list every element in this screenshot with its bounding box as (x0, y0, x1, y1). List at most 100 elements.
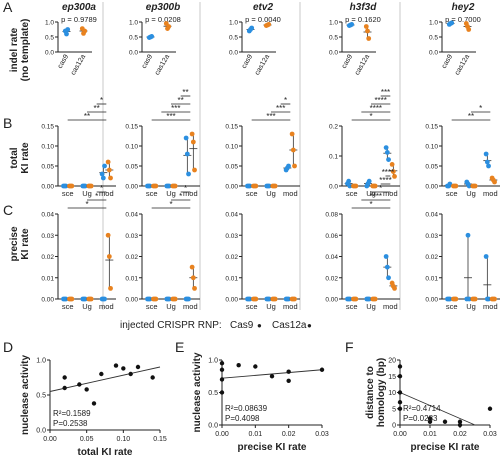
data-point (457, 419, 463, 424)
data-point-cas12a (153, 183, 159, 189)
data-point (286, 378, 291, 383)
y-tick-label: 0.04 (425, 212, 438, 219)
chart-D-15: 0.0 0.5 1.0 0.00 0.05 0.10 0.15 total KI rate nu… (20, 355, 167, 458)
row-label-line: precise (9, 226, 20, 261)
y-tick-label: 0.5 (329, 35, 338, 42)
data-point-cas9 (386, 275, 391, 281)
data-point-cas12a (172, 296, 178, 302)
y-tick-label: 0.04 (325, 254, 338, 261)
chart-E-16: 0.0 0.5 1.0 0.00 0.01 0.02 0.03 precise KI rate… (192, 352, 329, 453)
y-tick-label: 0.03 (425, 233, 438, 240)
legend-cas12a-dot: ● (307, 321, 312, 330)
data-point-cas12a (190, 139, 196, 145)
data-point-cas12a (292, 163, 297, 169)
data-point-cas9 (366, 296, 372, 302)
y-tick-label: 0.10 (225, 144, 238, 151)
row-label-A: indel rate(no template) (9, 19, 31, 82)
data-point-cas9 (82, 296, 88, 302)
data-point (219, 377, 225, 382)
category-label: sce (62, 189, 74, 198)
y-tick-label: 0.2 (329, 124, 338, 131)
chart-A-ep300b: 0.0 0.5 1.0 ep300b p = 0.0208 cas9 cas12a (129, 2, 181, 77)
significance-label: * (95, 192, 98, 201)
p-value: P=0.4098 (225, 414, 260, 423)
y-tick-label: 0.5 (45, 35, 54, 42)
significance-label: * (369, 112, 372, 121)
category-label: sce (346, 189, 358, 198)
data-point-cas12a (389, 162, 395, 167)
y-tick-label: 0.15 (125, 124, 138, 131)
data-point (77, 382, 82, 387)
x-tick-label: 0.02 (282, 431, 296, 438)
data-point-cas9 (486, 163, 491, 169)
data-point-cas9 (383, 254, 389, 259)
row-label-line: KI rate (20, 142, 31, 174)
significance-label: *** (276, 104, 285, 113)
data-point-cas12a (290, 147, 296, 153)
row-labels: indel rate(no template)totalKI ratepreci… (9, 19, 31, 262)
y-axis-label: nuclease activity (192, 352, 203, 432)
significance-label: * (85, 200, 88, 209)
y-axis-label-line: nuclease activity (192, 352, 203, 432)
data-point (253, 364, 258, 369)
category-label: Ug (266, 189, 276, 198)
data-point-cas12a (366, 36, 372, 41)
y-tick-label: 0.0 (429, 50, 438, 57)
category-label: sce (246, 302, 258, 311)
data-point-cas12a (353, 183, 359, 189)
data-point-cas12a (453, 296, 459, 302)
panel-letter-A: A (3, 0, 13, 15)
chart-A-h3f3d: 0.0 0.5 1.0 h3f3d p = 0.1620 cas9 cas12a (329, 2, 381, 77)
y-tick-label: 0.05 (41, 164, 54, 171)
data-point-cas9 (466, 183, 472, 189)
y-tick-label: 0.02 (425, 254, 438, 261)
significance-label: ** (84, 112, 90, 121)
row-label-C: preciseKI rate (9, 226, 31, 261)
p-value: p = 0.0208 (145, 15, 181, 24)
y-tick-label: 15 (388, 374, 396, 381)
y-tick-label: 0.03 (125, 233, 138, 240)
y-tick-label: 0 (392, 423, 396, 430)
significance-label: * (284, 96, 287, 105)
category-label: Ug (366, 302, 376, 311)
data-point (397, 390, 403, 395)
x-tick-label: 0.01 (249, 431, 263, 438)
category-label: sce (146, 189, 158, 198)
x-tick-label: 0.10 (117, 436, 131, 443)
y-tick-label: 0.0 (45, 50, 54, 57)
x-tick-label: 0.00 (215, 431, 229, 438)
y-tick-label: 0.00 (425, 184, 438, 191)
data-point-cas9 (465, 232, 471, 238)
x-tick-label: 0.03 (315, 431, 329, 438)
data-point (135, 364, 141, 370)
data-point-cas12a (253, 296, 259, 302)
fit-line (49, 366, 161, 392)
legend-cas9-dot: ● (257, 321, 262, 330)
category-label: Ug (266, 302, 276, 311)
y-tick-label: 0.00 (325, 297, 338, 304)
y-axis-label: nuclease activity (20, 355, 31, 435)
y-tick-label: 0.02 (325, 275, 338, 282)
data-point-cas9 (486, 296, 491, 302)
y-tick-label: 0.15 (41, 124, 54, 131)
panel-letter-B: B (3, 115, 12, 131)
r-squared: R²=0.08639 (225, 404, 268, 413)
data-point (84, 387, 89, 392)
y-tick-label: 1.0 (208, 358, 218, 365)
data-point-cas12a (390, 169, 396, 175)
data-point-cas12a (453, 183, 459, 189)
data-point (286, 369, 291, 374)
category-label: cas9 (441, 53, 455, 69)
r-squared: R²=0.1589 (53, 409, 91, 418)
y-tick-label: 0.02 (125, 254, 138, 261)
significance-label: **** (374, 96, 386, 105)
chart-title: h3f3d (350, 2, 378, 13)
category-label: mod (383, 302, 398, 311)
y-axis-label: distance tohomology (bp) (365, 358, 387, 427)
panel-letters: A B C D E F (3, 0, 354, 355)
y-tick-label: 0.05 (125, 164, 138, 171)
data-point-cas12a (192, 285, 197, 291)
